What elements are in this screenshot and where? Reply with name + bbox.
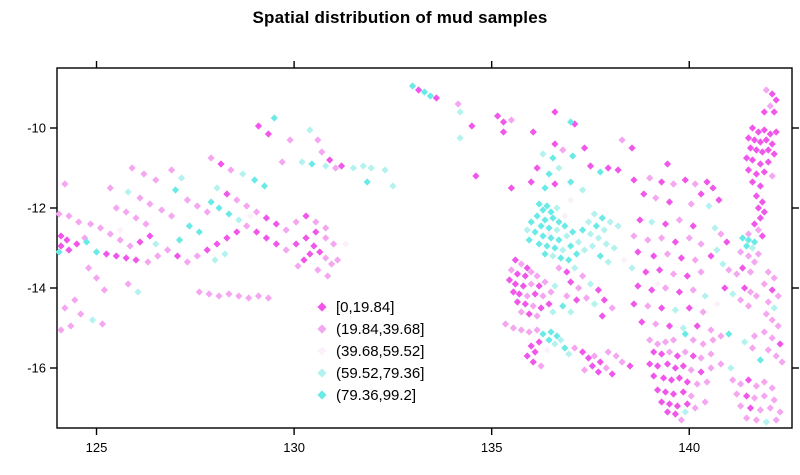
y-axis-tick-label: -16 [27,361,46,376]
chart-title: Spatial distribution of mud samples [252,8,548,27]
x-axis-tick-label: 125 [86,440,108,455]
legend-swatch-icon [317,390,327,400]
legend-swatch-icon [317,368,327,378]
legend-swatch-icon [317,324,327,334]
legend-item-label: (39.68,59.52] [336,343,424,360]
scatter-points-bin-1 [57,86,784,418]
legend-item-label: (59.52,79.36] [336,365,424,382]
legend-item-label: (79.36,99.2] [336,387,416,404]
legend-item-label: (19.84,39.68] [336,321,424,338]
legend-item-label: [0,19.84] [336,299,394,316]
y-axis-tick-label: -14 [27,281,46,296]
y-axis-tick-label: -10 [27,121,46,136]
plot-box [56,67,793,429]
legend-swatch-icon [317,346,327,356]
x-axis-tick-label: 130 [283,440,305,455]
y-axis-tick-label: -12 [27,201,46,216]
x-axis-tick-label: 135 [481,440,503,455]
legend-swatch-icon [317,302,327,312]
x-axis-tick-label: 140 [678,440,700,455]
scatter-points-bin-4 [89,108,778,426]
